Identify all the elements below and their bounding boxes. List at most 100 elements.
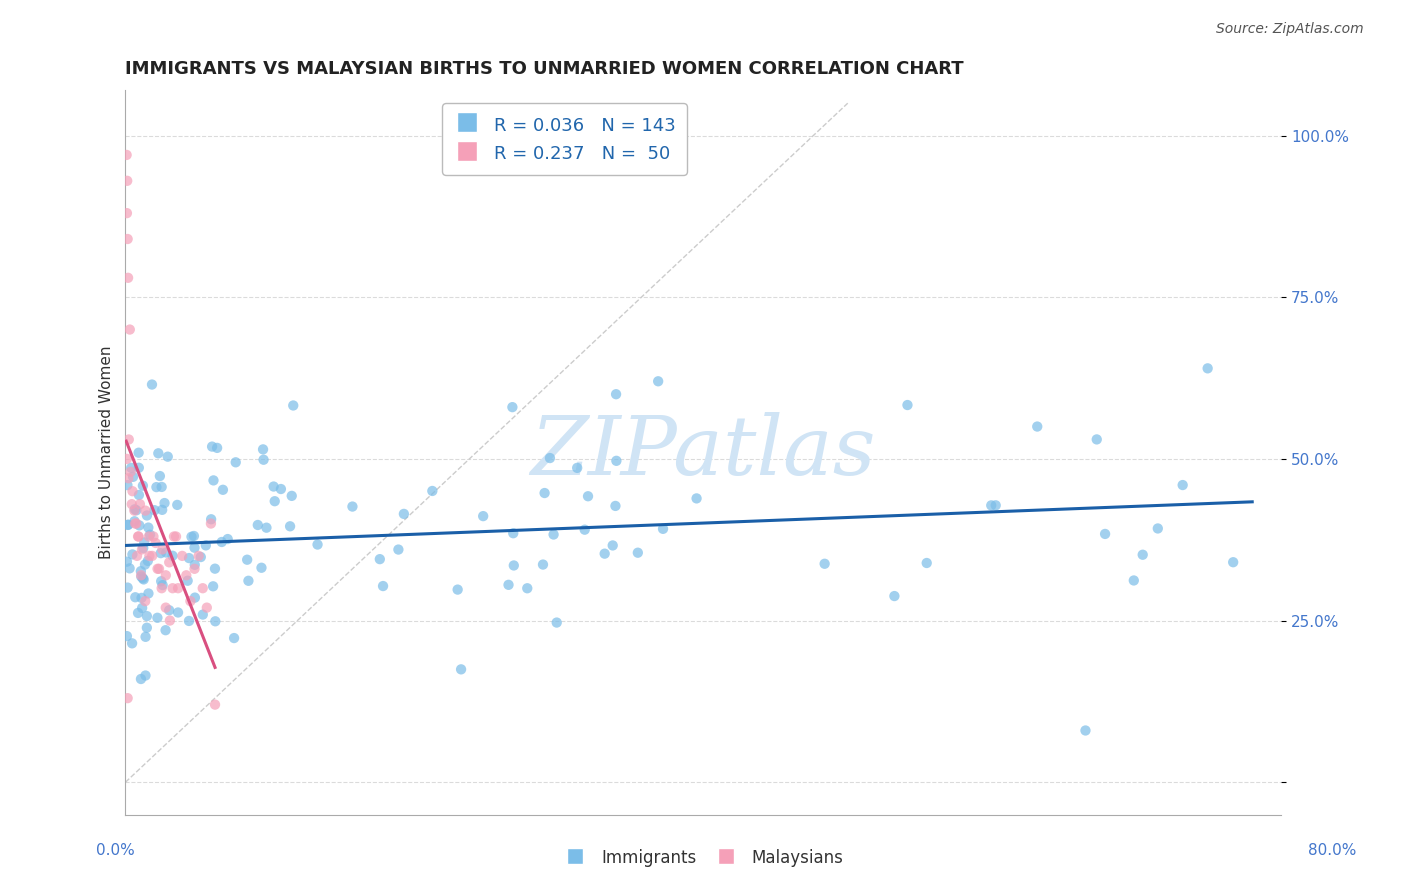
Text: IMMIGRANTS VS MALAYSIAN BIRTHS TO UNMARRIED WOMEN CORRELATION CHART: IMMIGRANTS VS MALAYSIAN BIRTHS TO UNMARR… (125, 60, 965, 78)
Point (149, 546, 172, 560)
Point (280, 489, 302, 503)
Point (225, 455, 247, 469)
Point (134, 558, 156, 572)
Point (516, 581, 538, 595)
Point (129, 497, 152, 511)
Point (162, 581, 184, 595)
Point (125, 503, 148, 517)
Point (115, 174, 138, 188)
Text: 0.0%: 0.0% (96, 843, 135, 858)
Legend: Immigrants, Malaysians: Immigrants, Malaysians (557, 841, 849, 875)
Point (125, 516, 148, 531)
Point (128, 518, 150, 533)
Point (1074, 723, 1097, 738)
Point (180, 530, 202, 544)
Point (172, 549, 194, 563)
Point (150, 503, 173, 517)
Point (135, 609, 157, 624)
Point (450, 662, 472, 676)
Point (150, 581, 173, 595)
Point (533, 486, 555, 500)
Point (177, 614, 200, 628)
Point (238, 574, 260, 588)
Point (145, 536, 167, 550)
Point (420, 483, 443, 498)
Point (1094, 527, 1116, 541)
Point (117, 517, 139, 532)
Point (498, 578, 520, 592)
Point (124, 503, 146, 517)
Point (212, 483, 235, 497)
Point (148, 562, 170, 576)
Point (368, 552, 391, 566)
Point (211, 535, 233, 549)
Point (155, 568, 177, 582)
Point (980, 499, 1002, 513)
Point (191, 581, 214, 595)
Point (121, 548, 143, 562)
Y-axis label: Births to Unmarried Women: Births to Unmarried Women (100, 346, 114, 559)
Point (252, 452, 274, 467)
Text: ZIPatlas: ZIPatlas (530, 412, 876, 492)
Point (138, 586, 160, 600)
Point (187, 549, 209, 563)
Point (392, 507, 415, 521)
Point (131, 570, 153, 584)
Point (1171, 478, 1194, 492)
Point (115, 629, 138, 643)
Point (263, 494, 285, 508)
Point (117, 691, 139, 706)
Point (195, 600, 218, 615)
Point (883, 589, 905, 603)
Point (124, 516, 146, 531)
Point (145, 480, 167, 494)
Point (129, 672, 152, 686)
Point (200, 512, 222, 526)
Point (152, 578, 174, 592)
Point (204, 562, 226, 576)
Point (125, 549, 148, 563)
Point (190, 549, 212, 564)
Point (250, 561, 273, 575)
Point (150, 480, 173, 494)
Point (115, 451, 138, 466)
Point (120, 465, 142, 479)
Point (605, 499, 627, 513)
Point (134, 503, 156, 517)
Point (652, 522, 675, 536)
Point (342, 500, 364, 514)
Point (501, 400, 523, 414)
Point (446, 582, 468, 597)
Point (1197, 361, 1219, 376)
Point (502, 526, 524, 541)
Point (283, 399, 305, 413)
Point (1222, 555, 1244, 569)
Point (204, 615, 226, 629)
Point (627, 546, 650, 560)
Point (128, 488, 150, 502)
Point (118, 561, 141, 575)
Point (1085, 433, 1108, 447)
Point (167, 581, 190, 595)
Point (204, 698, 226, 712)
Legend: R = 0.036   N = 143, R = 0.237   N =  50: R = 0.036 N = 143, R = 0.237 N = 50 (441, 103, 688, 175)
Point (605, 387, 627, 401)
Text: Source: ZipAtlas.com: Source: ZipAtlas.com (1216, 22, 1364, 37)
Point (502, 558, 524, 573)
Point (202, 579, 225, 593)
Point (156, 450, 179, 464)
Point (121, 497, 143, 511)
Point (167, 606, 190, 620)
Point (115, 206, 138, 220)
Point (131, 601, 153, 615)
Point (605, 454, 627, 468)
Point (141, 549, 163, 563)
Point (543, 527, 565, 541)
Point (127, 606, 149, 620)
Point (134, 668, 156, 682)
Point (176, 574, 198, 588)
Point (155, 623, 177, 637)
Point (546, 615, 568, 630)
Point (120, 460, 142, 475)
Point (138, 520, 160, 534)
